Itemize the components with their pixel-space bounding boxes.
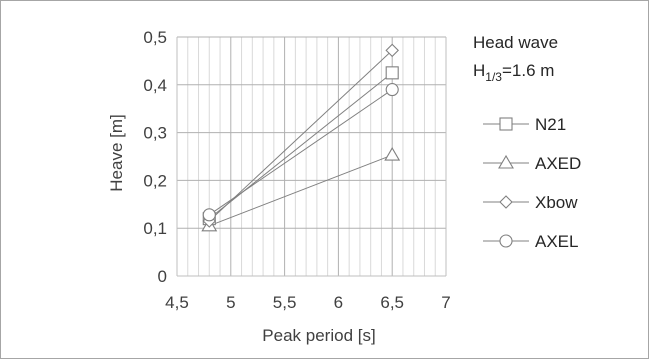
legend-item-xbow: Xbow: [483, 193, 578, 212]
x-tick-label: 7: [441, 293, 450, 312]
legend-label-n21: N21: [535, 115, 566, 134]
data-point-axel: [385, 83, 399, 97]
legend-label-xbow: Xbow: [535, 193, 578, 212]
x-axis-title: Peak period [s]: [262, 326, 375, 345]
legend-item-axed: AXED: [483, 154, 581, 173]
x-tick-label: 4,5: [165, 293, 189, 312]
y-tick-label: 0: [158, 267, 167, 286]
series-line-xbow: [208, 50, 393, 222]
series-layer: [201, 43, 401, 232]
legend-label-axed: AXED: [535, 154, 581, 173]
y-tick-label: 0,3: [143, 124, 167, 143]
data-point-xbow: [385, 43, 399, 58]
series-line-axed: [209, 154, 393, 227]
x-tick-label: 6: [334, 293, 343, 312]
legend-marker-axel: [499, 234, 513, 248]
legend-label-axel: AXEL: [535, 232, 578, 251]
legend-marker-n21: [499, 117, 513, 131]
annotation: Head wave H1/3=1.6 m: [473, 33, 558, 84]
y-tick-label: 0,4: [143, 76, 167, 95]
series-line-n21: [208, 72, 393, 220]
annotation-subscript: 1/3: [485, 70, 502, 84]
x-tick-labels: 4,5 5 5,5 6 6,5 7: [165, 293, 451, 312]
x-tick-label: 6,5: [380, 293, 404, 312]
legend-marker-axed: [498, 154, 514, 169]
legend-item-axel: AXEL: [483, 232, 578, 251]
annotation-rest: =1.6 m: [502, 61, 554, 80]
x-tick-label: 5: [226, 293, 235, 312]
data-point-axel: [202, 208, 216, 222]
data-point-axed: [384, 146, 401, 161]
y-tick-label: 0,5: [143, 28, 167, 47]
series-line-axel: [208, 89, 393, 216]
legend-item-n21: N21: [483, 115, 566, 134]
x-tick-label: 5,5: [273, 293, 297, 312]
grid: [176, 36, 447, 277]
legend: N21 AXED Xbow AXEL: [483, 115, 581, 251]
y-axis-title: Heave [m]: [107, 114, 126, 191]
y-tick-labels: 0 0,1 0,2 0,3 0,4 0,5: [143, 28, 167, 286]
y-tick-label: 0,1: [143, 219, 167, 238]
y-tick-label: 0,2: [143, 171, 167, 190]
annotation-h: H: [473, 61, 485, 80]
legend-marker-xbow: [499, 195, 513, 209]
annotation-line1: Head wave: [473, 33, 558, 52]
data-point-n21: [385, 66, 399, 80]
annotation-line2: H1/3=1.6 m: [473, 61, 554, 84]
